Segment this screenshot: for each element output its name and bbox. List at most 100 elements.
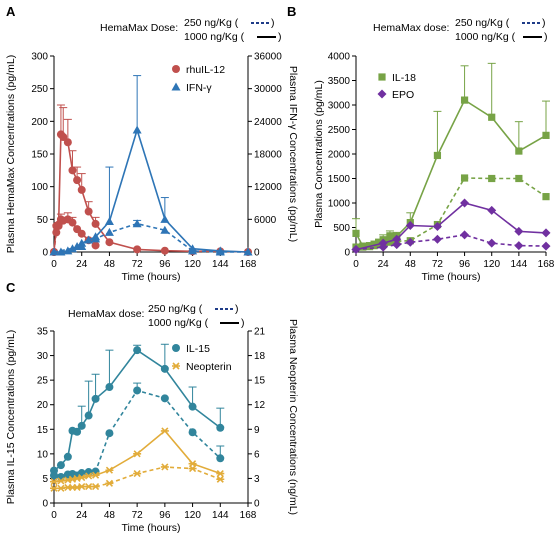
y2-tick-label: 6 — [254, 449, 260, 460]
data-point — [84, 411, 93, 420]
y2-tick-label: 0 — [254, 499, 260, 510]
y2-tick-label: 12000 — [254, 182, 282, 193]
data-point — [63, 138, 72, 147]
data-point — [56, 484, 65, 492]
dose-low-label: 250 ng/Kg ( — [184, 17, 239, 29]
chart-c: 0 24 48 72 96 120 144 1680510152025303503691215… — [5, 319, 299, 534]
x-tick-label: 72 — [132, 510, 144, 521]
dose-legend-title: HemaMax dose: — [68, 308, 144, 320]
legend-marker — [377, 89, 387, 99]
data-point — [54, 221, 63, 230]
x-tick-label: 168 — [538, 259, 555, 270]
y-tick-label: 50 — [37, 215, 49, 226]
data-point — [352, 229, 360, 237]
x-axis-label: Time (hours) — [121, 271, 180, 283]
data-point — [132, 219, 142, 228]
y-tick-label: 100 — [31, 182, 48, 193]
x-tick-label: 24 — [76, 259, 88, 270]
y-tick-label: 500 — [333, 223, 350, 234]
data-point — [56, 472, 65, 481]
data-point — [133, 450, 142, 458]
dose-legend-b: HemaMax dose: 250 ng/Kg ( ) 1000 ng/Kg (… — [373, 17, 548, 43]
dose-low-close: ) — [542, 17, 546, 29]
data-point — [63, 452, 72, 461]
y2-tick-label: 15 — [254, 376, 266, 387]
data-point — [91, 234, 101, 243]
y-axis-label: Plasma HemaMax Concentrations (pg/mL) — [5, 55, 17, 253]
dose-high-close: ) — [544, 31, 548, 43]
y-tick-label: 20 — [37, 400, 49, 411]
data-point — [542, 193, 550, 201]
dose-low-label: 250 ng/Kg ( — [148, 303, 203, 315]
data-point — [68, 218, 77, 227]
legend-label: EPO — [392, 89, 414, 101]
data-point — [63, 246, 73, 255]
y2-tick-label: 21 — [254, 327, 266, 338]
series-250-ng-kg — [351, 230, 551, 255]
y-tick-label: 3500 — [328, 76, 351, 87]
data-point — [188, 465, 197, 473]
dose-low-close: ) — [271, 17, 275, 29]
x-tick-label: 0 — [51, 510, 57, 521]
data-point — [73, 176, 82, 185]
x-axis-label: Time (hours) — [421, 271, 480, 283]
data-point — [351, 245, 361, 255]
data-point — [160, 214, 170, 223]
data-point — [133, 469, 142, 478]
data-point — [188, 246, 198, 255]
data-point — [73, 427, 82, 436]
x-tick-label: 96 — [459, 259, 471, 270]
data-point — [488, 174, 496, 183]
data-point — [84, 483, 93, 491]
data-point — [515, 147, 523, 155]
y2-tick-label: 9 — [254, 425, 260, 436]
data-point — [56, 477, 65, 485]
legend-label: IL-15 — [186, 343, 210, 355]
y-axis-label: Plasma IL-15 Concentrations (pg/mL) — [5, 330, 17, 505]
x-tick-label: 48 — [405, 259, 417, 270]
data-point — [386, 232, 394, 240]
x-tick-label: 72 — [432, 259, 444, 270]
data-point — [216, 475, 225, 483]
data-point — [460, 198, 470, 208]
data-point — [68, 166, 77, 175]
y-tick-label: 200 — [31, 117, 48, 128]
y-tick-label: 2000 — [328, 150, 351, 161]
data-point — [487, 205, 497, 215]
dose-legend-title: HemaMax Dose: — [100, 22, 178, 34]
y2-axis-label: Plasma IFN-γ Concentrations (pg/mL) — [287, 66, 299, 242]
dose-high-close: ) — [278, 31, 282, 43]
y2-axis-label: Plasma Neopterin Concentrations (ng/mL) — [287, 319, 299, 515]
legend-label: rhuIL-12 — [186, 64, 225, 76]
data-point — [105, 429, 114, 438]
x-tick-label: 0 — [353, 259, 359, 270]
dose-legend-title: HemaMax dose: — [373, 22, 449, 34]
data-point — [104, 227, 114, 236]
data-point — [67, 244, 77, 253]
y-axis-label: Plasma Concentrations (pg/mL) — [313, 80, 325, 228]
y-tick-label: 150 — [31, 150, 48, 161]
data-point — [56, 247, 66, 256]
x-tick-label: 120 — [184, 259, 201, 270]
data-point — [460, 230, 470, 240]
series-250-ng-kg — [50, 463, 225, 492]
x-tick-label: 168 — [240, 259, 257, 270]
x-tick-label: 144 — [511, 259, 528, 270]
x-tick-label: 144 — [212, 259, 229, 270]
data-point — [77, 229, 86, 238]
data-point — [487, 238, 497, 248]
y2-tick-label: 3 — [254, 474, 260, 485]
y-tick-label: 1000 — [328, 199, 351, 210]
dose-high-label: 1000 ng/Kg ( — [455, 31, 516, 43]
legend-marker — [172, 362, 180, 370]
data-point — [514, 241, 524, 251]
data-point — [77, 185, 86, 194]
panel-letter-a: A — [6, 4, 16, 19]
y-tick-label: 35 — [37, 327, 49, 338]
legend-marker — [172, 65, 180, 73]
y-tick-label: 30 — [37, 351, 49, 362]
data-point — [460, 174, 469, 182]
legend-label: Neopterin — [186, 361, 232, 373]
data-point — [188, 402, 197, 411]
